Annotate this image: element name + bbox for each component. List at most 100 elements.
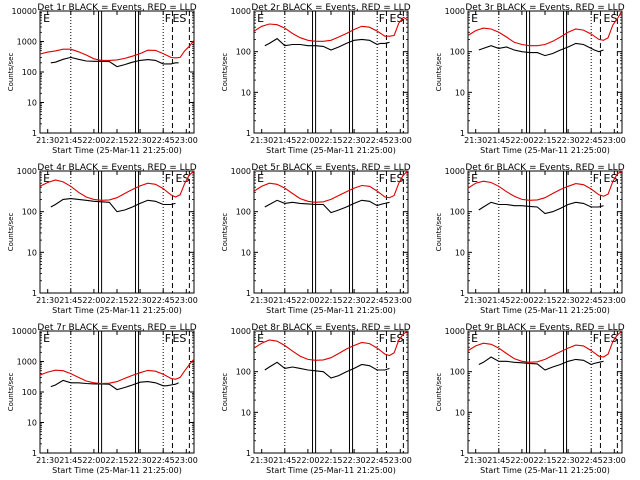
x-tick-label: 22:45: [580, 296, 603, 305]
subplot-title: Det 1r BLACK = Events, RED = LLD: [37, 3, 196, 13]
x-axis-label: Start Time (25-Mar-11 21:25:00): [480, 306, 610, 315]
x-axis-label: Start Time (25-Mar-11 21:25:00): [266, 466, 396, 475]
y-tick-label: 10: [455, 248, 465, 257]
y-axis-label: Counts/sec: [221, 53, 229, 92]
y-tick-label: 10: [241, 88, 251, 97]
x-tick-label: 23:00: [603, 456, 626, 465]
series-line-events: [478, 42, 604, 57]
y-tick-label: 1: [460, 289, 465, 298]
x-tick-label: 22:15: [319, 136, 342, 145]
y-tick-label: 100: [450, 208, 465, 217]
subplot-5: Det 5r BLACK = Events, RED = LLD 1 10 100 10…: [221, 163, 412, 315]
y-tick-label: 1000: [17, 38, 37, 47]
x-tick-label: 22:00: [82, 296, 105, 305]
x-tick-label: 22:15: [533, 296, 556, 305]
series-line-lld: [467, 330, 623, 363]
x-tick-label: 22:30: [343, 136, 366, 145]
y-tick-label: 100: [236, 208, 251, 217]
subplot-2: Det 2r BLACK = Events, RED = LLD 1 10 100 10…: [221, 3, 412, 155]
event-marker-label: ES: [604, 12, 618, 25]
x-axis-label: Start Time (25-Mar-11 21:25:00): [52, 466, 182, 475]
x-axis-label: Start Time (25-Mar-11 21:25:00): [52, 306, 182, 315]
event-marker-label: ES: [390, 332, 404, 345]
series-line-events: [264, 37, 390, 51]
series-line-lld: [39, 170, 195, 201]
x-tick-label: 22:45: [580, 136, 603, 145]
series-line-lld: [253, 16, 409, 42]
x-tick-label: 21:45: [59, 296, 82, 305]
y-tick-label: 1: [32, 289, 37, 298]
x-tick-label: 22:00: [82, 136, 105, 145]
x-axis-label: Start Time (25-Mar-11 21:25:00): [266, 146, 396, 155]
subplot-title: Det 6r BLACK = Events, RED = LLD: [465, 163, 624, 173]
subplot-title: Det 9r BLACK = Events, RED = LLD: [465, 323, 624, 333]
x-tick-label: 21:30: [464, 296, 487, 305]
event-marker-label: E: [471, 332, 478, 345]
y-tick-label: 1000: [445, 327, 465, 336]
x-tick-label: 22:15: [105, 136, 128, 145]
event-marker-label: F: [165, 12, 171, 25]
x-tick-label: 21:30: [250, 296, 273, 305]
x-tick-label: 21:30: [250, 136, 273, 145]
event-marker-label: ES: [172, 332, 186, 345]
x-tick-label: 22:45: [152, 136, 175, 145]
event-marker-label: F: [165, 172, 171, 185]
subplot-6: Det 6r BLACK = Events, RED = LLD 1 10 100 10…: [435, 163, 626, 315]
x-tick-label: 22:15: [105, 296, 128, 305]
subplot-3: Det 3r BLACK = Events, RED = LLD 1 10 100 10…: [435, 3, 626, 155]
x-tick-label: 21:30: [464, 136, 487, 145]
event-marker-label: F: [593, 172, 599, 185]
x-tick-label: 22:30: [557, 456, 580, 465]
y-tick-label: 10: [27, 248, 37, 257]
x-tick-label: 22:00: [296, 136, 319, 145]
subplot-title: Det 5r BLACK = Events, RED = LLD: [251, 163, 410, 173]
event-marker-label: ES: [390, 12, 404, 25]
x-tick-label: 22:45: [152, 296, 175, 305]
subplot-9: Det 9r BLACK = Events, RED = LLD 1 10 100 10…: [435, 323, 626, 475]
x-tick-label: 21:45: [487, 456, 510, 465]
x-tick-label: 22:00: [296, 456, 319, 465]
x-tick-label: 22:15: [533, 456, 556, 465]
event-marker-label: E: [43, 172, 50, 185]
subplot-title: Det 3r BLACK = Events, RED = LLD: [465, 3, 624, 13]
series-line-events: [478, 201, 604, 215]
x-tick-label: 22:00: [82, 456, 105, 465]
x-tick-label: 23:00: [175, 136, 198, 145]
x-tick-label: 22:15: [319, 456, 342, 465]
x-tick-label: 23:00: [389, 456, 412, 465]
y-tick-label: 1000: [445, 167, 465, 176]
y-axis-label: Counts/sec: [435, 53, 443, 92]
series-line-events: [264, 199, 390, 214]
event-marker-label: E: [257, 12, 264, 25]
x-tick-label: 22:30: [129, 136, 152, 145]
plot-frame: [253, 330, 409, 454]
y-axis-label: Counts/sec: [435, 373, 443, 412]
y-tick-label: 10: [27, 99, 37, 108]
x-tick-label: 23:00: [389, 136, 412, 145]
plot-frame: [39, 10, 195, 134]
series-line-lld: [467, 170, 623, 201]
event-marker-label: E: [471, 172, 478, 185]
y-tick-label: 1: [460, 449, 465, 458]
x-tick-label: 23:00: [175, 456, 198, 465]
x-tick-label: 22:45: [366, 136, 389, 145]
series-line-lld: [253, 170, 409, 203]
x-tick-label: 22:30: [343, 456, 366, 465]
x-tick-label: 21:30: [36, 136, 59, 145]
y-tick-label: 10: [241, 408, 251, 417]
plot-frame: [39, 330, 195, 454]
y-tick-label: 1000: [231, 327, 251, 336]
series-line-events: [50, 198, 176, 213]
subplot-title: Det 2r BLACK = Events, RED = LLD: [251, 3, 410, 13]
x-axis-label: Start Time (25-Mar-11 21:25:00): [52, 146, 182, 155]
subplot-8: Det 8r BLACK = Events, RED = LLD 1 10 100 10…: [221, 323, 412, 475]
event-marker-label: F: [379, 172, 385, 185]
plot-frame: [467, 170, 623, 294]
event-marker-label: E: [471, 12, 478, 25]
x-tick-label: 21:30: [36, 456, 59, 465]
x-tick-label: 21:45: [487, 136, 510, 145]
y-axis-label: Counts/sec: [435, 213, 443, 252]
y-axis-label: Counts/sec: [7, 53, 15, 92]
event-marker-label: F: [165, 332, 171, 345]
